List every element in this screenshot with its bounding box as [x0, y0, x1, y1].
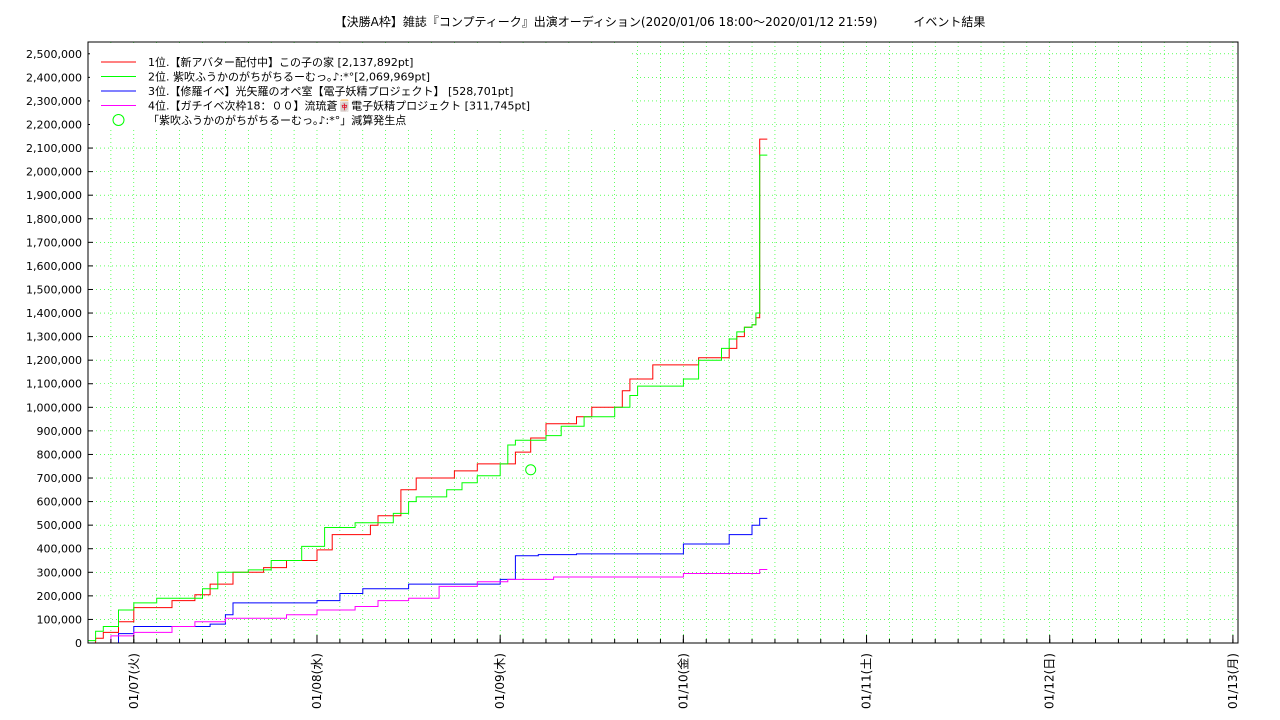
axes: 0 100,000 200,000 300,000 400,000 500,000 600,…: [26, 48, 1240, 709]
y-tick-label: 2,300,000: [26, 95, 82, 108]
series-line-3: [88, 517, 768, 644]
y-tick-label: 2,400,000: [26, 71, 82, 84]
y-tick-label: 100,000: [37, 613, 83, 626]
grid: [88, 42, 1238, 643]
legend-label: 1位.【新アバター配付中】この子の家 [2,137,892pt]: [148, 55, 413, 69]
x-tick-label: 01/07(火): [127, 653, 141, 709]
y-tick-label: 1,200,000: [26, 354, 82, 367]
chart-title: 【決勝A枠】雑誌『コンプティーク』出演オーディション(2020/01/06 18…: [335, 14, 986, 29]
y-tick-label: 1,600,000: [26, 260, 82, 273]
y-tick-label: 400,000: [37, 543, 83, 556]
y-tick-label: 1,300,000: [26, 331, 82, 344]
y-tick-label: 600,000: [37, 496, 83, 509]
legend-marker: [112, 114, 125, 126]
y-tick-label: 800,000: [37, 448, 83, 461]
series-line-1: [88, 138, 768, 644]
legend-label: 2位. 紫吹ふうかのがちがちるーむっ｡♪:*°[2,069,969pt]: [148, 70, 430, 84]
y-tick-label: 200,000: [37, 590, 83, 603]
legend-label: 「紫吹ふうかのがちがちるーむっ｡♪:*°」減算発生点: [148, 113, 406, 127]
series-group: [88, 138, 768, 644]
y-tick-label: 2,500,000: [26, 48, 82, 61]
y-tick-label: 1,800,000: [26, 213, 82, 226]
x-tick-label: 01/12(日): [1043, 653, 1057, 709]
y-tick-label: 2,100,000: [26, 142, 82, 155]
y-tick-label: 1,100,000: [26, 378, 82, 391]
y-tick-label: 700,000: [37, 472, 83, 485]
y-tick-label: 900,000: [37, 425, 83, 438]
y-tick-label: 2,000,000: [26, 166, 82, 179]
legend-label: 4位.【ガチイベ次枠18：００】流琉蒼🀄電子妖精プロジェクト [311,745p…: [148, 99, 530, 113]
legend-label: 3位.【修羅イベ】光矢羅のオペ室【電子妖精プロジェクト】 [528,701pt]: [148, 84, 513, 98]
legend: 1位.【新アバター配付中】この子の家 [2,137,892pt]2位. 紫吹ふう…: [90, 44, 630, 130]
y-tick-label: 500,000: [37, 519, 83, 532]
series-line-4: [88, 569, 768, 644]
x-tick-label: 01/08(水): [310, 653, 324, 709]
plot-frame: [87, 41, 1239, 644]
y-tick-label: 1,700,000: [26, 236, 82, 249]
y-tick-label: 300,000: [37, 566, 83, 579]
legend-box: [90, 44, 630, 130]
x-tick-label: 01/10(金): [675, 653, 690, 709]
annotation-group: [525, 464, 537, 476]
y-tick-label: 1,500,000: [26, 283, 82, 296]
x-tick-label: 01/13(月): [1226, 653, 1240, 709]
x-tick-label: 01/11(土): [860, 653, 874, 709]
y-tick-label: 1,900,000: [26, 189, 82, 202]
y-tick-label: 1,400,000: [26, 307, 82, 320]
y-tick-label: 1,000,000: [26, 401, 82, 414]
y-tick-label: 0: [75, 637, 82, 650]
y-tick-label: 2,200,000: [26, 118, 82, 131]
x-tick-label: 01/09(木): [493, 653, 507, 709]
series-line-2: [88, 154, 768, 642]
annotation-marker: [525, 464, 537, 476]
